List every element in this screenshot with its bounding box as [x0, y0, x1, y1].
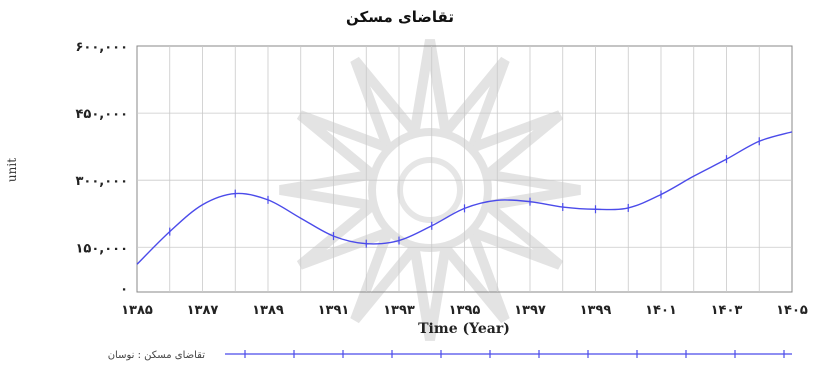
watermark-petal [487, 169, 581, 211]
x-tick-label: ۱۳۸۷ [187, 303, 219, 318]
watermark-petal [441, 56, 510, 150]
x-tick-label: ۱۴۰۳ [711, 303, 743, 318]
watermark-petal [350, 56, 419, 150]
watermark-core [397, 157, 463, 223]
x-tick-label: ۱۴۰۵ [776, 303, 808, 318]
watermark-petal [409, 247, 451, 341]
watermark-petal [470, 201, 564, 270]
chart-title: تقاضای مسکن [346, 8, 454, 26]
x-tick-label: ۱۳۸۹ [252, 303, 284, 318]
x-tick-label: ۱۴۰۱ [645, 303, 677, 318]
legend-line [225, 350, 792, 358]
watermark-ornament [279, 39, 581, 341]
x-tick-label: ۱۳۹۵ [449, 303, 481, 318]
y-tick-label: ۰ [120, 282, 128, 297]
series-layer [136, 131, 793, 265]
legend: تقاضای مسکن : نوسان [108, 350, 792, 361]
y-tick-label: ۶۰۰,۰۰۰ [75, 40, 128, 55]
watermark-petal [296, 110, 390, 179]
x-tick-label: ۱۳۹۱ [318, 303, 350, 318]
watermark-petal [279, 169, 373, 211]
x-tick-label: ۱۳۸۵ [121, 303, 153, 318]
watermark-petal [350, 230, 419, 324]
watermark-petal [441, 230, 510, 324]
y-axis-ticks: ۰ ۱۵۰,۰۰۰ ۳۰۰,۰۰۰ ۴۵۰,۰۰۰ ۶۰۰,۰۰۰ [75, 40, 128, 297]
y-tick-label: ۴۵۰,۰۰۰ [75, 107, 128, 122]
x-tick-label: ۱۳۹۷ [514, 303, 546, 318]
grid-lines [137, 46, 792, 292]
x-tick-label: ۱۳۹۳ [383, 303, 415, 318]
x-axis-ticks: ۱۳۸۵ ۱۳۸۷ ۱۳۸۹ ۱۳۹۱ ۱۳۹۳ ۱۳۹۵ ۱۳۹۷ ۱۳۹۹ ۱۴۰۱ ۱۴۰۳… [121, 303, 808, 318]
y-axis-label: unit [5, 158, 19, 182]
watermark-petal [470, 110, 564, 179]
y-tick-label: ۳۰۰,۰۰۰ [75, 174, 128, 189]
watermark-ring [368, 128, 492, 252]
legend-label: تقاضای مسکن : نوسان [108, 350, 206, 361]
y-tick-label: ۱۵۰,۰۰۰ [75, 241, 128, 256]
x-tick-label: ۱۳۹۹ [580, 303, 612, 318]
watermark-petal [409, 39, 451, 133]
x-axis-label: Time (Year) [418, 321, 510, 337]
